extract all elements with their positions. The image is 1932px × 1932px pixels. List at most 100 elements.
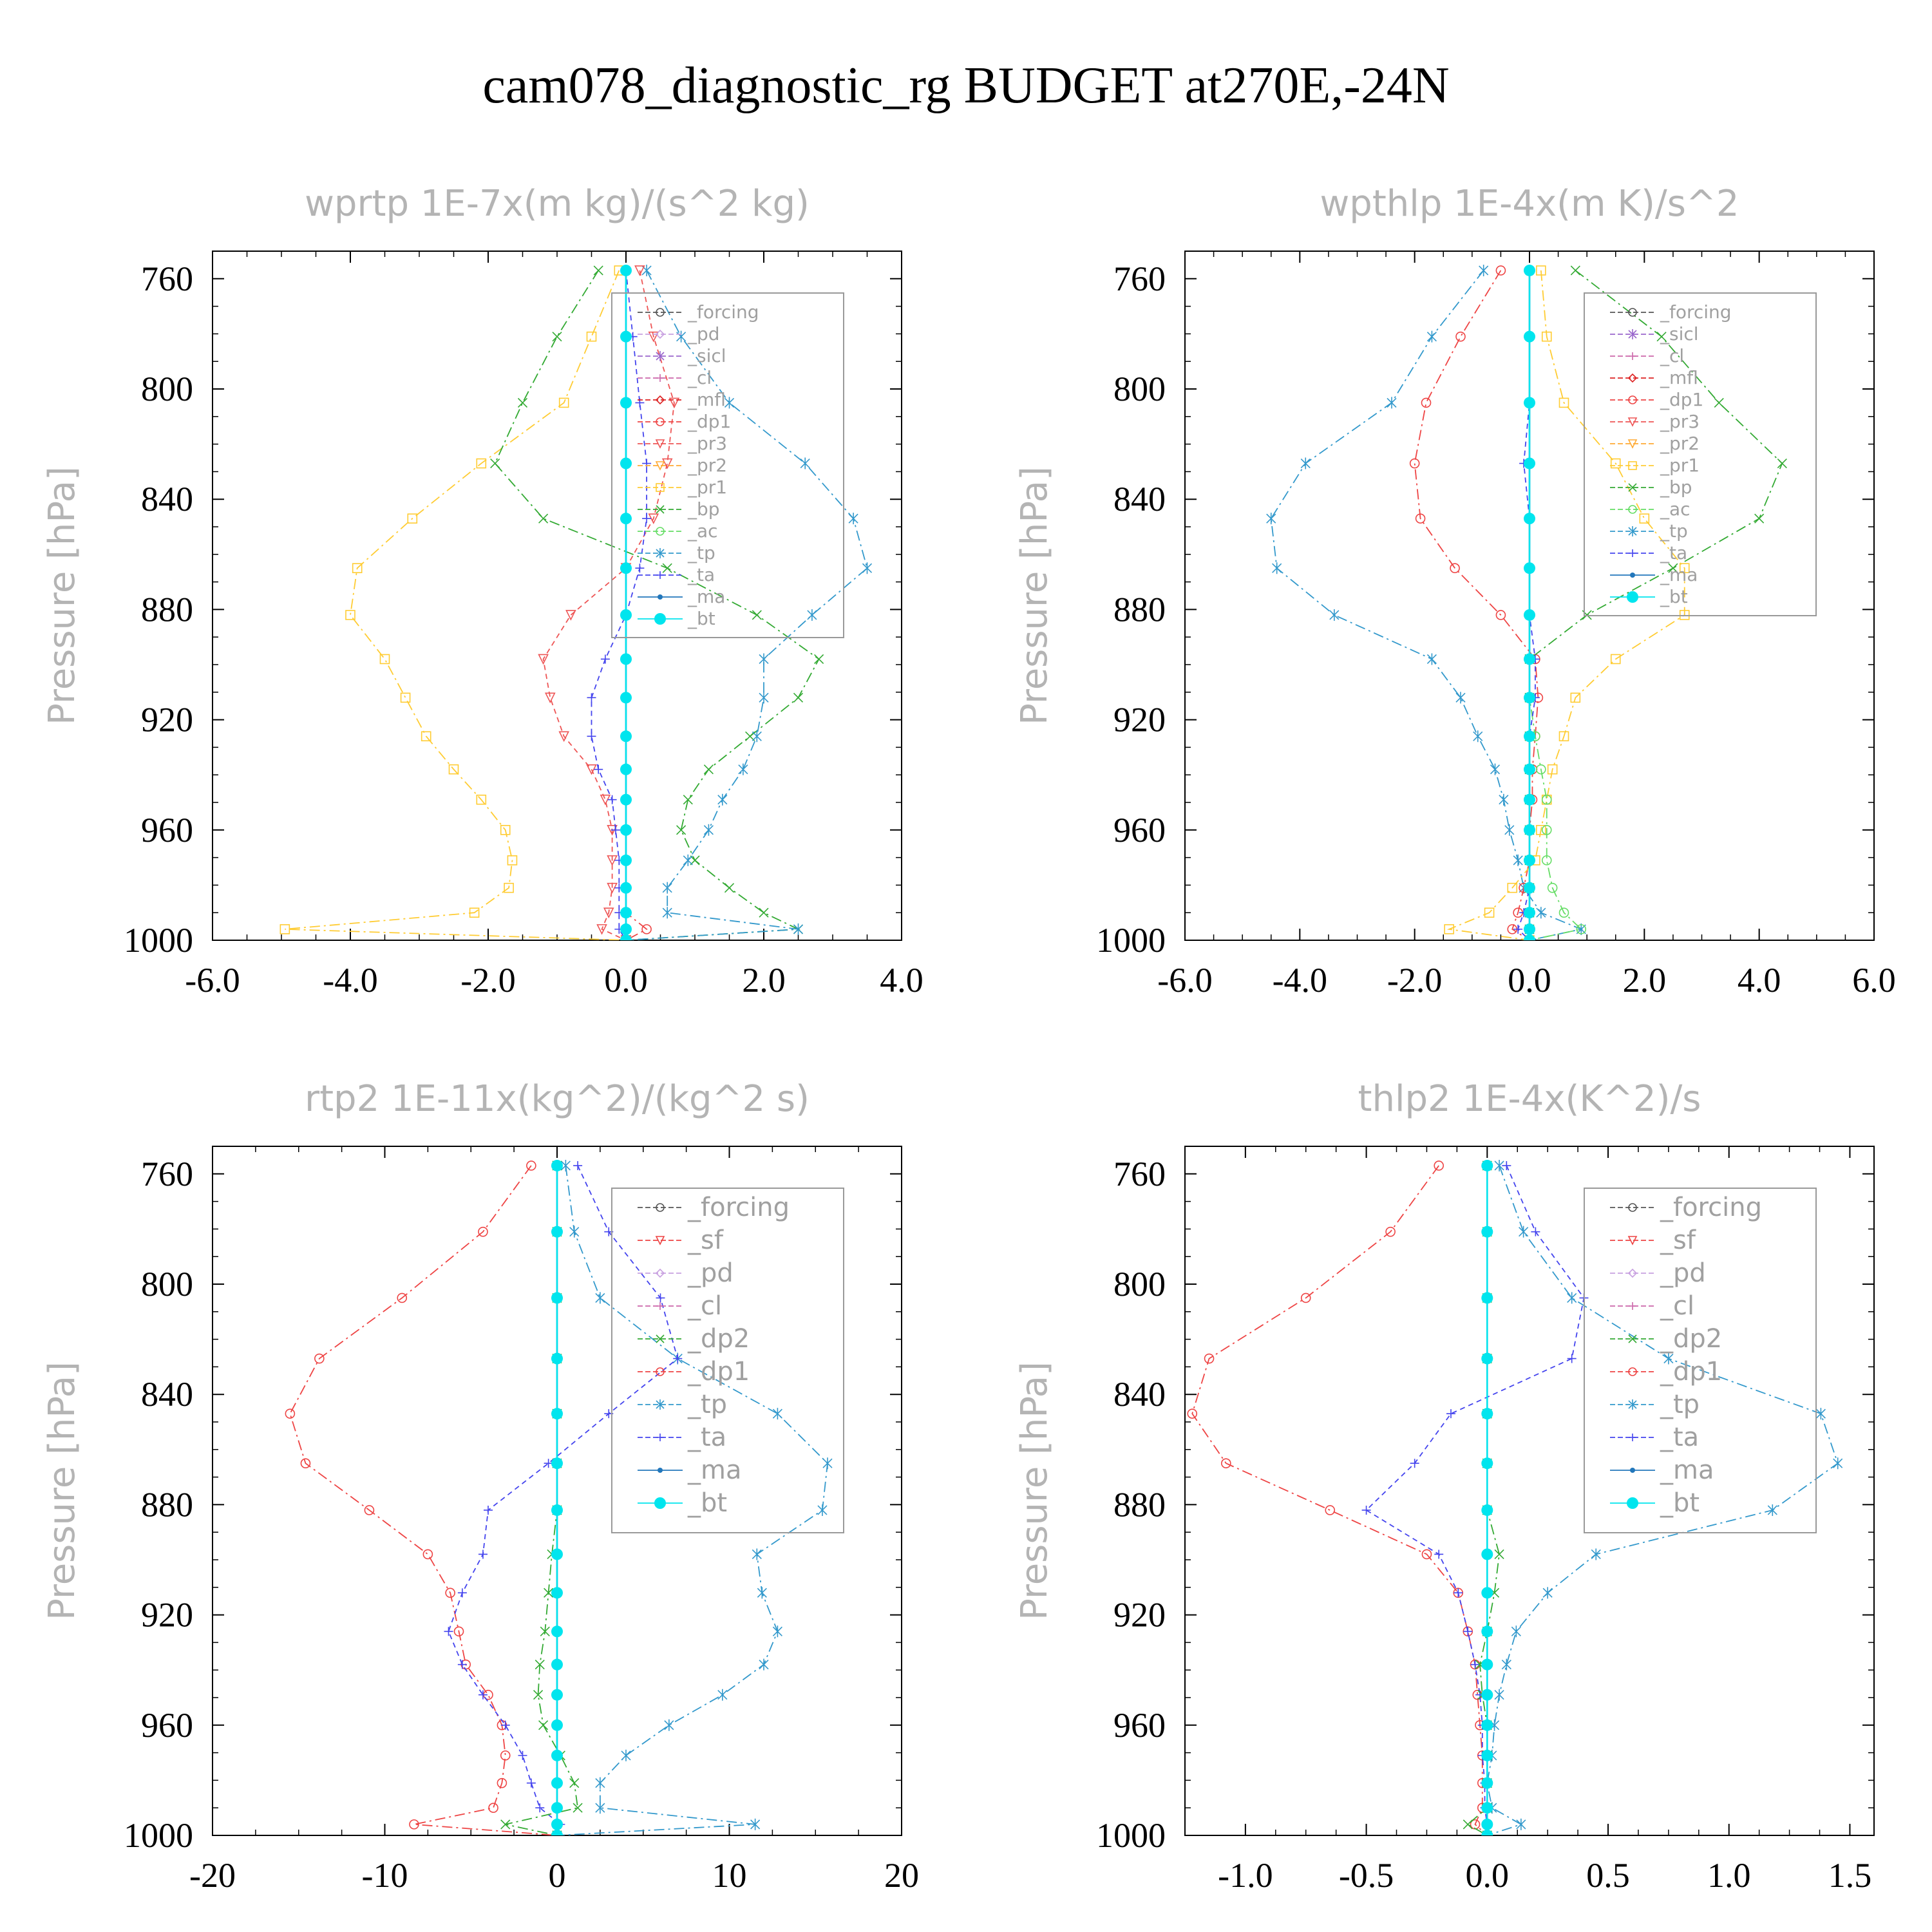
data-point-marker <box>1494 1159 1504 1171</box>
data-point-marker <box>1714 397 1724 408</box>
data-point-marker <box>1629 1302 1636 1310</box>
legend-label: _ta <box>687 564 715 585</box>
data-point-marker <box>457 1588 467 1598</box>
data-point-marker <box>300 1458 311 1468</box>
legend: _forcing _sf _pd_cl_dp2_dp1 _tp _ta _ma_bt <box>1584 1188 1817 1533</box>
data-point-marker <box>1463 1819 1473 1830</box>
data-point-marker <box>409 1819 419 1830</box>
data-point-marker <box>445 1587 455 1598</box>
data-point-marker <box>1490 763 1501 775</box>
data-point-marker <box>1444 924 1454 934</box>
legend-item: _forcing <box>1610 1193 1762 1222</box>
data-point-marker <box>551 1818 563 1830</box>
data-point-marker <box>1434 1549 1444 1559</box>
series-line-ta <box>1365 1165 1585 1835</box>
data-point-marker <box>1524 513 1535 525</box>
data-point-marker <box>1541 825 1552 835</box>
data-point-marker <box>620 692 632 704</box>
data-point-marker <box>658 594 663 600</box>
legend-label: _sf <box>1660 1226 1696 1255</box>
data-point-marker <box>1473 730 1483 743</box>
data-point-marker <box>478 1690 488 1700</box>
data-point-marker <box>558 731 569 743</box>
data-point-marker <box>551 1830 563 1835</box>
data-point-marker <box>1628 1399 1637 1410</box>
x-tick-label: -2.0 <box>1387 961 1442 999</box>
data-point-marker <box>1446 1409 1455 1419</box>
legend-label: _bt <box>687 608 715 629</box>
data-point-marker <box>1481 1749 1493 1761</box>
plot-area <box>1266 264 1787 940</box>
legend-label: _pd <box>1660 1258 1706 1288</box>
legend-item: _cl <box>638 367 712 388</box>
data-point-marker <box>504 882 514 893</box>
legend-label: _forcing <box>687 1193 790 1222</box>
data-point-marker <box>662 882 672 894</box>
legend-item: _forcing <box>638 301 759 323</box>
data-point-marker <box>1513 854 1523 866</box>
y-tick-label: 960 <box>1113 1706 1166 1745</box>
legend-item: _cl <box>1610 1291 1694 1321</box>
data-point-marker <box>1627 1268 1638 1278</box>
data-point-marker <box>586 331 597 342</box>
data-point-marker <box>822 1457 833 1470</box>
data-point-marker <box>662 563 672 573</box>
x-tick-label: 0.0 <box>1508 961 1551 999</box>
data-point-marker <box>620 854 632 866</box>
legend-item: _pr2 <box>1610 433 1700 454</box>
data-point-marker <box>661 458 673 469</box>
y-tick-label: 800 <box>141 370 193 408</box>
data-point-marker <box>551 1548 563 1560</box>
data-point-marker <box>551 1587 563 1599</box>
data-point-marker <box>1656 332 1667 342</box>
y-tick-label: 760 <box>1113 1155 1166 1193</box>
data-point-marker <box>535 1660 545 1670</box>
data-point-marker <box>656 1434 664 1441</box>
data-point-marker <box>593 265 603 276</box>
x-tick-label: 1.0 <box>1707 1856 1751 1895</box>
data-point-marker <box>759 653 769 665</box>
legend-item: _bt <box>638 608 715 629</box>
series-line-bp <box>494 270 820 940</box>
x-tick-label: -0.5 <box>1339 1856 1394 1895</box>
data-point-marker <box>526 1778 536 1788</box>
chart-title: thlp2 1E-4x(K^2)/s <box>1358 1078 1701 1120</box>
y-tick-label: 800 <box>1113 1265 1166 1303</box>
legend-item: _dp1 <box>1610 1357 1722 1387</box>
data-point-marker <box>1426 653 1437 665</box>
data-point-marker <box>569 1226 580 1238</box>
legend-label: _tp <box>687 1390 727 1419</box>
x-tick-label: 0.5 <box>1586 1856 1630 1895</box>
data-point-marker <box>551 1802 563 1814</box>
data-point-marker <box>469 907 480 918</box>
data-point-marker <box>1567 1354 1577 1363</box>
legend-item: _ma <box>638 1455 741 1485</box>
legend-label: _cl <box>1660 1291 1694 1321</box>
data-point-marker <box>1454 1588 1463 1598</box>
data-point-marker <box>620 824 632 836</box>
data-point-marker <box>544 1587 554 1598</box>
data-point-marker <box>1387 397 1397 409</box>
data-point-marker <box>635 564 645 573</box>
data-point-marker <box>656 1203 665 1212</box>
data-point-marker <box>1627 591 1638 603</box>
legend-item: _sicl <box>1610 323 1699 345</box>
data-point-marker <box>620 264 632 276</box>
data-point-marker <box>656 483 665 492</box>
y-tick-label: 880 <box>141 590 193 629</box>
data-point-marker <box>662 907 672 919</box>
data-point-marker <box>814 654 824 665</box>
data-point-marker <box>668 397 680 409</box>
data-point-marker <box>1628 483 1637 492</box>
legend-item: _sf <box>638 1226 724 1255</box>
data-point-marker <box>1627 439 1638 449</box>
data-point-marker <box>1629 1434 1636 1441</box>
data-point-marker <box>1524 854 1535 866</box>
data-point-marker <box>620 934 632 940</box>
data-point-marker <box>1513 924 1523 934</box>
series-line-pr1 <box>1446 270 1685 940</box>
legend-label: _bp <box>1660 477 1692 498</box>
chart-title: rtp2 1E-11x(kg^2)/(kg^2 s) <box>305 1078 810 1120</box>
data-point-marker <box>1524 397 1535 409</box>
